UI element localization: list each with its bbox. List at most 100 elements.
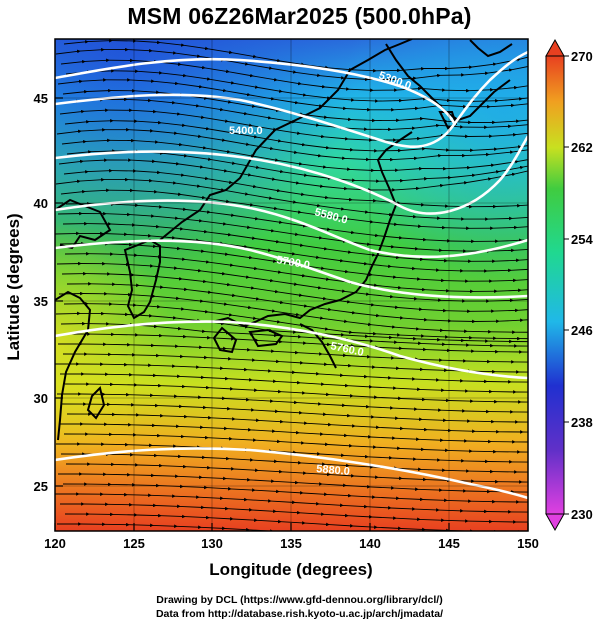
streamline-arrow — [203, 506, 229, 511]
streamline-arrow — [467, 389, 493, 394]
streamline-arrow — [229, 284, 255, 290]
streamline-arrow — [103, 312, 129, 317]
streamline-arrow — [520, 289, 528, 291]
streamline-arrow — [319, 205, 345, 211]
streamline-arrow — [159, 306, 185, 311]
streamline-arrow — [258, 419, 284, 424]
streamline-arrow — [419, 518, 445, 522]
streamline-arrow — [181, 278, 207, 284]
streamline-arrow — [248, 276, 274, 283]
contour-label: 5880.0 — [316, 463, 351, 478]
streamline-arrow — [518, 259, 528, 261]
streamline-arrow — [131, 109, 157, 114]
streamline-arrow — [473, 479, 499, 484]
streamline-arrow — [183, 44, 209, 51]
streamline-arrow — [135, 170, 161, 175]
streamline-arrow — [326, 363, 352, 368]
streamline-arrow — [224, 527, 250, 531]
streamline-arrow — [202, 426, 228, 431]
streamline-arrow — [402, 427, 428, 432]
streamline-arrow — [222, 497, 248, 502]
streamline-arrow — [446, 259, 472, 264]
streamline-arrow — [86, 88, 112, 93]
x-tick-labels: 120 125 130 135 140 145 150 — [44, 536, 539, 551]
streamline-arrow — [418, 438, 444, 442]
streamline-arrow — [225, 223, 251, 229]
streamline-arrow — [401, 97, 427, 101]
streamline-arrow — [182, 228, 208, 234]
streamline-arrow — [110, 353, 136, 357]
streamline-arrow — [275, 129, 301, 135]
streamline-arrow — [276, 79, 302, 86]
streamline-arrow — [440, 409, 466, 413]
streamline-arrow — [229, 151, 255, 158]
streamline-arrow — [396, 341, 422, 346]
streamline-arrow — [179, 113, 205, 119]
streamline-arrow — [55, 179, 81, 185]
streamline-arrow — [152, 394, 178, 398]
streamline-arrow — [107, 502, 133, 507]
streamline-arrow — [450, 173, 476, 178]
streamline-arrow — [276, 208, 302, 214]
streamline-arrow — [300, 211, 326, 218]
streamline-arrow — [443, 519, 469, 523]
streamline-arrow — [198, 496, 224, 501]
x-tick-label: 135 — [280, 536, 302, 551]
streamline-arrow — [513, 248, 528, 251]
streamline-arrow — [493, 308, 519, 313]
streamline-arrow — [438, 269, 464, 273]
streamline-arrow — [303, 64, 329, 70]
streamline-arrow — [225, 90, 251, 97]
streamline-arrow — [342, 504, 368, 509]
streamline-arrow — [161, 206, 187, 212]
streamline-arrow — [320, 155, 346, 160]
streamline-arrow — [378, 315, 404, 320]
streamline-arrow — [469, 163, 495, 168]
streamline-arrow — [112, 253, 138, 257]
streamline-arrow — [345, 354, 371, 359]
streamline-arrow — [420, 468, 446, 472]
streamline-arrow — [273, 480, 299, 485]
streamline-arrow — [402, 317, 428, 322]
streamline-arrow — [206, 98, 232, 104]
streamline-arrow — [112, 513, 138, 517]
streamline-arrow — [297, 482, 323, 486]
streamline-arrow — [258, 167, 284, 174]
streamline-arrow — [469, 419, 495, 424]
streamline-arrow — [153, 474, 179, 479]
streamline-arrow — [443, 389, 469, 393]
streamline-arrow — [274, 310, 300, 317]
streamline-arrow — [374, 254, 400, 260]
streamline-arrow — [517, 309, 528, 311]
streamline-arrow — [114, 413, 140, 417]
streamline-arrow — [425, 348, 451, 353]
streamline-arrow — [399, 334, 425, 338]
streamline-arrow — [326, 493, 352, 498]
streamline-arrow — [127, 48, 153, 53]
streamline-arrow — [322, 433, 348, 438]
streamline-arrow — [176, 267, 202, 273]
streamline-arrow — [448, 399, 474, 403]
streamline-arrow — [135, 433, 161, 438]
streamline-arrow — [200, 526, 226, 531]
streamline-arrow — [416, 408, 442, 412]
streamline-arrow — [420, 87, 446, 92]
streamline-arrow — [81, 78, 107, 82]
streamline-arrow — [517, 159, 528, 162]
streamline-arrow — [343, 454, 369, 459]
streamline-arrow — [177, 475, 203, 480]
streamline-arrow — [351, 68, 377, 73]
streamline-arrow — [201, 86, 227, 93]
streamline-arrow — [251, 509, 277, 514]
streamline-arrow — [126, 493, 152, 498]
streamline-arrow — [328, 147, 354, 152]
streamline-arrow — [61, 139, 87, 145]
streamline-arrow — [520, 145, 528, 148]
streamline-arrow — [281, 341, 307, 345]
streamline-arrow — [417, 488, 443, 492]
streamline-arrow — [400, 397, 426, 402]
streamline-arrow — [369, 356, 395, 360]
colorbar-tick-label: 230 — [571, 507, 593, 522]
streamline-arrow — [445, 165, 471, 170]
streamline-arrow — [184, 258, 210, 264]
